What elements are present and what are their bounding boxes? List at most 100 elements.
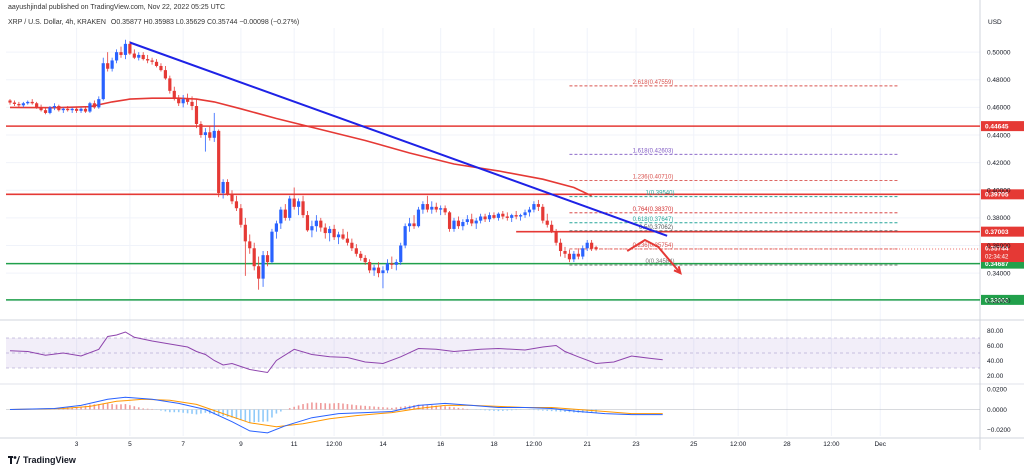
candle	[252, 242, 256, 271]
candle-body	[527, 209, 532, 213]
candle	[230, 190, 234, 205]
time-tick-label-1: 5	[128, 441, 132, 448]
candle-body	[421, 204, 425, 210]
candle-body	[505, 216, 509, 218]
candle	[510, 213, 514, 223]
candle-body	[479, 216, 483, 221]
candle	[545, 213, 549, 228]
candle-body	[332, 228, 336, 238]
candle	[172, 86, 176, 101]
candle	[257, 256, 261, 290]
candle	[66, 106, 70, 112]
candle	[550, 220, 554, 234]
candle-body	[79, 108, 83, 111]
candle-body	[177, 97, 181, 104]
rsi-tick-label-3: 20.00	[987, 373, 1004, 380]
candle-body	[150, 60, 154, 62]
candle	[394, 259, 398, 271]
candle-body	[154, 61, 159, 66]
time-tick-label-15: 12:00	[823, 441, 840, 448]
time-tick-label-13: 12:00	[730, 441, 747, 448]
candle-body	[119, 52, 123, 55]
time-tick-label-0: 3	[75, 441, 79, 448]
candle	[376, 262, 381, 278]
candle	[186, 93, 190, 105]
candle	[359, 251, 363, 261]
ohlc-values: O0.35877 H0.35983 L0.35629 C0.35744 −0.0…	[110, 19, 300, 26]
price-tick-label-3: 0.44000	[987, 132, 1011, 139]
candle	[310, 220, 314, 238]
price-tick-label-9: 0.32000	[987, 298, 1011, 305]
candle-body	[319, 220, 323, 228]
candle	[421, 201, 425, 214]
candle	[558, 238, 563, 257]
candle-body	[26, 101, 30, 104]
time-tick-label-3: 9	[239, 441, 243, 448]
candle	[225, 179, 230, 196]
macd-pane	[6, 396, 980, 434]
candle	[492, 212, 496, 220]
candle	[590, 239, 594, 252]
candle	[26, 100, 30, 105]
candle	[265, 251, 270, 267]
candle-body	[114, 52, 119, 61]
candle-body	[536, 204, 540, 207]
time-tick-label-2: 7	[181, 441, 185, 448]
candle	[403, 223, 407, 249]
candle	[217, 129, 221, 198]
candle	[425, 195, 429, 213]
candle	[159, 63, 163, 72]
candle-body	[194, 106, 199, 124]
fib-label-6: 0.5(0.37062)	[639, 225, 673, 231]
candle	[212, 112, 216, 142]
candle-body	[221, 181, 225, 194]
candle-body	[83, 108, 88, 112]
candle	[447, 210, 452, 232]
candle-body	[8, 100, 12, 103]
candle	[563, 246, 567, 258]
candle	[461, 219, 465, 231]
candle-body	[288, 198, 292, 218]
candle-body	[52, 106, 56, 108]
projection-arrowhead	[673, 266, 682, 275]
candle-body	[328, 228, 332, 234]
price-tick-label-7: 0.36000	[987, 243, 1011, 250]
rsi-tick-label-1: 60.00	[987, 343, 1004, 350]
level-tag-label-4: 0.32062	[985, 297, 1009, 304]
candle-body	[394, 262, 398, 265]
candle-body	[572, 253, 576, 260]
candle-body	[452, 220, 456, 229]
candle	[168, 75, 172, 94]
candle	[137, 52, 141, 61]
candle-body	[128, 43, 132, 54]
candle	[354, 244, 358, 257]
price-tick-label-2: 0.46000	[987, 105, 1011, 112]
candle	[323, 223, 327, 239]
candle-body	[137, 54, 141, 58]
candle	[487, 212, 492, 223]
candle	[572, 251, 576, 263]
candle-body	[243, 224, 247, 242]
candle-body	[403, 226, 407, 246]
candle-body	[132, 53, 136, 58]
tradingview-logo[interactable]: TradingView	[8, 455, 76, 465]
candle-body	[274, 223, 278, 232]
trendline-group[interactable]	[129, 41, 668, 237]
time-tick-label-10: 21	[584, 441, 592, 448]
candle	[443, 205, 447, 216]
candle	[465, 215, 469, 225]
candle	[439, 205, 443, 216]
candle-body	[563, 251, 567, 254]
candle-body	[567, 253, 572, 260]
candle	[527, 206, 532, 217]
candle-body	[523, 212, 527, 216]
level-tag-2	[981, 226, 1024, 237]
time-tick-label-12: 25	[690, 441, 698, 448]
candle-body	[341, 234, 345, 239]
bar-countdown-label: 02:34:42	[985, 255, 1009, 261]
candle-body	[141, 54, 145, 60]
candle	[581, 245, 585, 260]
